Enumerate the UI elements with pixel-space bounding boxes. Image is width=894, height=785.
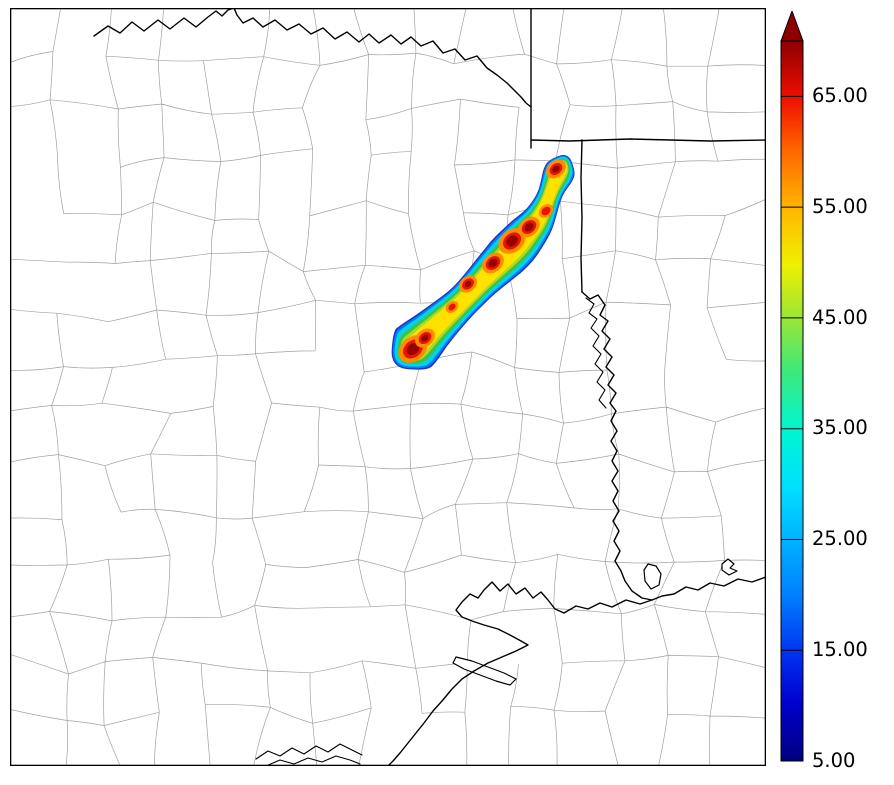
state-border-ar-la (530, 138, 767, 142)
state-borders (93, 7, 767, 601)
storm-reflectivity-band (391, 155, 575, 370)
sabine-lake (643, 563, 662, 590)
colorbar-tick-label: 55.00 (812, 195, 868, 218)
map-frame (9, 7, 767, 767)
colorbar-tick-label: 45.00 (812, 306, 868, 329)
state-border-sabine-river (581, 291, 653, 601)
toledo-bend-reservoir-shore (585, 297, 607, 409)
galveston-island (452, 656, 517, 686)
state-border-tx-la-north (580, 139, 583, 293)
colorbar-tick-label: 5.00 (812, 749, 856, 772)
colorbar-gradient-bar (780, 40, 804, 762)
coastal-island (721, 558, 738, 576)
colorbar (780, 11, 804, 762)
state-border-red-river (93, 7, 532, 108)
matagorda-shoreline-b (265, 755, 361, 767)
map-canvas (9, 7, 767, 767)
colorbar-tick-label: 65.00 (812, 84, 868, 107)
water-bodies (452, 558, 738, 686)
coastline-gulf (387, 576, 767, 767)
colorbar-tick-label: 25.00 (812, 527, 868, 550)
county-boundaries (9, 7, 767, 767)
matagorda-shoreline-a (255, 743, 363, 760)
colorbar-tick-lines (781, 95, 803, 651)
colorbar-tick-label: 15.00 (812, 638, 868, 661)
colorbar-arrow-cap (780, 11, 804, 42)
coastline-group (255, 576, 767, 767)
colorbar-tick-label: 35.00 (812, 416, 868, 439)
map-border-frame (9, 7, 767, 767)
